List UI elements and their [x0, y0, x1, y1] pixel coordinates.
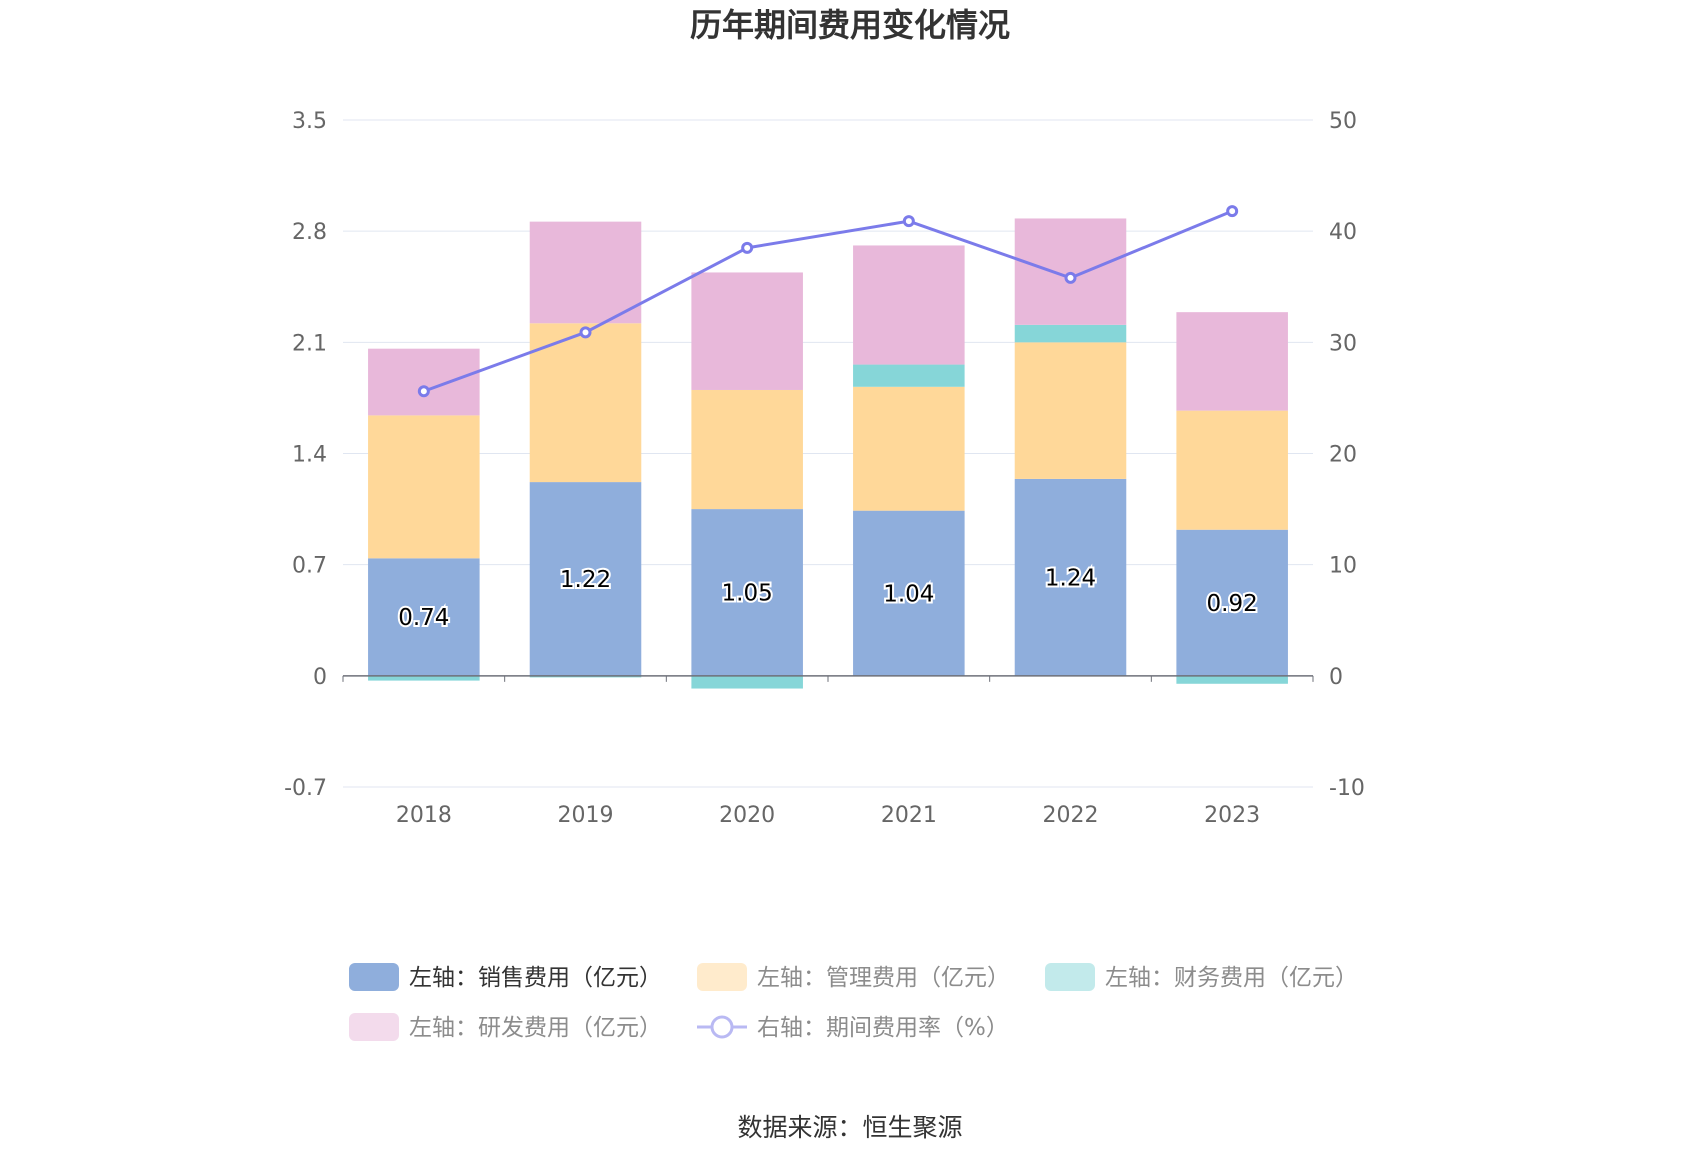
legend-item[interactable]: 右轴：期间费用率（%） [697, 1015, 1009, 1041]
bar[interactable] [1176, 529, 1288, 676]
bar[interactable] [1014, 342, 1127, 479]
x-tick-label: 2021 [881, 803, 937, 828]
line-point[interactable] [579, 326, 592, 339]
y-left-tick-label: 3.5 [292, 109, 327, 134]
bar[interactable] [1176, 312, 1288, 411]
bar[interactable] [368, 415, 480, 559]
legend: 左轴：销售费用（亿元） 左轴：管理费用（亿元） 左轴：财务费用（亿元） 左轴：研发费用… [349, 963, 1358, 1041]
y-left-tick-label: 0.7 [292, 554, 327, 579]
y-right-tick-label: -10 [1329, 776, 1365, 801]
y-left-tick-label: 0 [313, 665, 327, 690]
y-right-tick-label: 40 [1329, 220, 1357, 245]
bar[interactable] [853, 510, 965, 676]
y-right-tick-label: 10 [1329, 554, 1357, 579]
x-tick-label: 2019 [558, 803, 614, 828]
legend-swatch [1045, 963, 1095, 991]
bar[interactable] [529, 675, 642, 678]
line-series [417, 205, 1239, 398]
axes: 3.5 50 2.8 40 2.1 30 1.4 20 0.7 10 0 0 -0.7 -10 2018 20… [284, 109, 1365, 828]
bar[interactable] [853, 364, 965, 387]
chart-title: 历年期间费用变化情况 [690, 6, 1010, 44]
line-point[interactable] [1064, 271, 1077, 284]
bar-value-label: 0.74 [398, 605, 449, 631]
legend-label: 右轴：期间费用率（%） [757, 1015, 1009, 1041]
bar[interactable] [529, 221, 642, 324]
y-right-tick-label: 30 [1329, 331, 1357, 356]
bar[interactable] [1176, 410, 1288, 530]
bar-value-label: 1.22 [560, 567, 611, 593]
x-tick-label: 2023 [1204, 803, 1260, 828]
line-point[interactable] [741, 241, 754, 254]
legend-item[interactable]: 左轴：财务费用（亿元） [1045, 963, 1358, 991]
line-point[interactable] [417, 385, 430, 398]
y-left-tick-label: 2.8 [292, 220, 327, 245]
bar[interactable] [691, 272, 803, 390]
bar[interactable] [1014, 324, 1127, 343]
bar-value-label: 0.92 [1207, 591, 1258, 617]
bar[interactable] [1014, 218, 1127, 325]
legend-swatch [697, 963, 747, 991]
legend-label: 左轴：财务费用（亿元） [1105, 965, 1358, 991]
bar[interactable] [529, 482, 642, 676]
bar[interactable] [853, 245, 965, 365]
legend-item[interactable]: 左轴：管理费用（亿元） [697, 963, 1010, 991]
data-source: 数据来源：恒生聚源 [737, 1113, 962, 1142]
legend-swatch [349, 963, 399, 991]
bar-value-label: 1.05 [722, 580, 773, 606]
y-left-tick-label: -0.7 [284, 776, 327, 801]
y-right-tick-label: 50 [1329, 109, 1357, 134]
legend-label: 左轴：研发费用（亿元） [409, 1015, 662, 1041]
bar-value-label: 1.04 [883, 581, 934, 607]
legend-item[interactable]: 左轴：销售费用（亿元） [349, 963, 662, 991]
legend-item[interactable]: 左轴：研发费用（亿元） [349, 1013, 662, 1041]
y-left-tick-label: 2.1 [292, 331, 327, 356]
y-left-tick-label: 1.4 [292, 443, 327, 468]
line-series-path [423, 209, 1233, 393]
legend-label: 左轴：管理费用（亿元） [757, 965, 1010, 991]
line-point[interactable] [902, 215, 915, 228]
data-labels: 0.74 1.22 1.05 1.04 1.24 0.92 [396, 563, 1260, 633]
x-tick-label: 2018 [396, 803, 452, 828]
gridlines [343, 119, 1313, 788]
bar[interactable] [368, 675, 480, 681]
bar[interactable] [853, 386, 965, 511]
legend-label: 左轴：销售费用（亿元） [409, 965, 662, 991]
bar-series [368, 218, 1288, 689]
bar[interactable] [691, 509, 803, 676]
x-tick-label: 2022 [1043, 803, 1099, 828]
y-right-tick-label: 0 [1329, 665, 1343, 690]
bar[interactable] [691, 389, 803, 510]
legend-swatch [349, 1013, 399, 1041]
bar[interactable] [691, 675, 803, 689]
bar-value-label: 1.24 [1045, 565, 1096, 591]
bar[interactable] [1014, 478, 1127, 676]
legend-marker [710, 1015, 734, 1039]
bar[interactable] [368, 348, 480, 416]
y-right-tick-label: 20 [1329, 443, 1357, 468]
bar[interactable] [368, 558, 480, 676]
bar[interactable] [1176, 675, 1288, 684]
bar[interactable] [529, 323, 642, 483]
line-point[interactable] [1226, 205, 1239, 218]
x-tick-label: 2020 [719, 803, 775, 828]
